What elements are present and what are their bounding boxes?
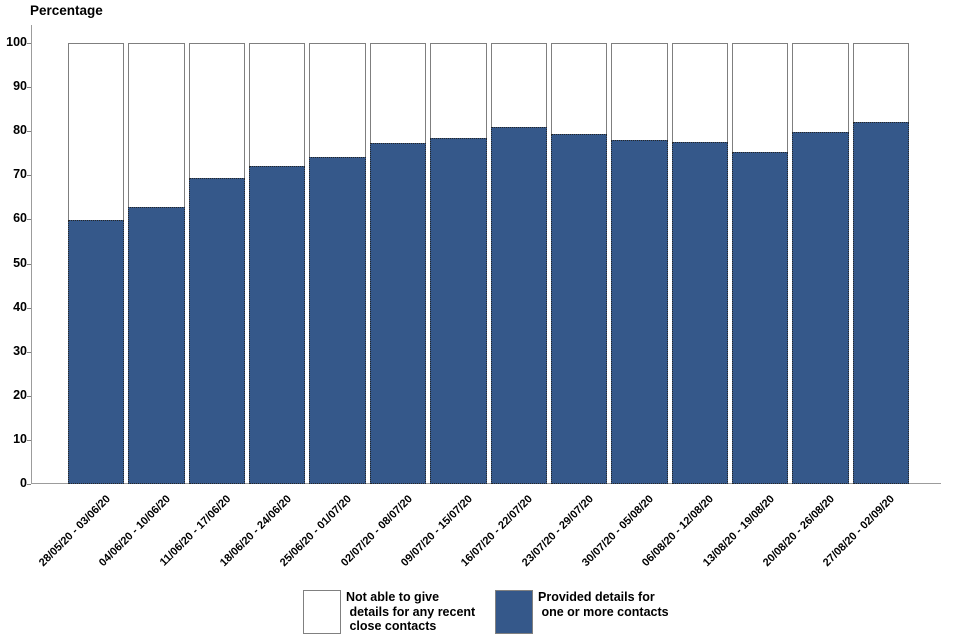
- x-label-cell: 06/08/20 - 12/08/20: [640, 487, 728, 579]
- bar-segment-not-able: [188, 43, 246, 178]
- x-label-cell: 09/07/20 - 15/07/20: [399, 487, 486, 579]
- x-label-cell: 02/07/20 - 08/07/20: [339, 487, 426, 579]
- x-label-cell: 11/06/20 - 17/06/20: [158, 487, 245, 579]
- bar-segment-provided: [490, 126, 547, 484]
- bar-segment-provided: [430, 137, 487, 484]
- y-tick-mark: [27, 87, 31, 89]
- bar-segment-provided: [731, 151, 789, 484]
- bar-segment-not-able: [490, 43, 547, 127]
- y-axis-title: Percentage: [30, 3, 103, 18]
- y-tick-mark: [27, 484, 31, 485]
- x-label-cell: 23/07/20 - 29/07/20: [520, 487, 607, 579]
- bar-segment-provided: [852, 122, 910, 484]
- bar-segment-not-able: [611, 43, 668, 141]
- x-label-cell: 25/06/20 - 01/07/20: [278, 487, 365, 579]
- bar: [490, 43, 547, 484]
- x-axis-labels: 28/05/20 - 03/06/20 04/06/20 - 10/06/20 11…: [37, 487, 909, 579]
- y-tick-label: 70: [13, 167, 27, 182]
- bar-segment-not-able: [852, 43, 910, 123]
- bar-segment-provided: [68, 220, 125, 484]
- legend-label: Provided details for one or more contact…: [538, 590, 669, 619]
- bar: [550, 43, 608, 484]
- y-tick-label: 20: [13, 387, 27, 402]
- bar-segment-provided: [249, 165, 306, 484]
- y-tick-label: 100: [6, 35, 27, 49]
- bar-segment-not-able: [792, 43, 849, 132]
- bar-segment-not-able: [430, 43, 487, 138]
- y-tick-label: 50: [13, 255, 27, 270]
- bar-segment-provided: [369, 142, 427, 484]
- legend: Not able to give details for any recent …: [303, 590, 669, 634]
- bar: [369, 43, 427, 484]
- bar: [671, 43, 728, 484]
- legend-entry: Provided details for one or more contact…: [495, 590, 669, 634]
- x-label-cell: 18/06/20 - 24/06/20: [218, 487, 305, 579]
- y-axis-line: [31, 25, 32, 484]
- y-tick-label: 10: [13, 431, 27, 446]
- y-tick-label: 60: [13, 211, 27, 226]
- bar: [611, 43, 668, 484]
- bar: [430, 43, 487, 484]
- x-label-cell: 28/05/20 - 03/06/20: [37, 487, 124, 579]
- bar-segment-not-able: [731, 43, 789, 152]
- legend-swatch: [495, 590, 533, 634]
- bar-segment-not-able: [68, 43, 125, 221]
- bar-segment-provided: [188, 177, 246, 484]
- y-tick-mark: [27, 175, 31, 177]
- y-tick-label: 30: [13, 343, 27, 358]
- x-label-cell: 04/06/20 - 10/06/20: [97, 487, 184, 579]
- bars-container: [68, 43, 910, 484]
- bar-segment-provided: [550, 133, 608, 484]
- y-tick-mark: [27, 307, 31, 309]
- x-label-cell: 13/08/20 - 19/08/20: [701, 487, 788, 579]
- y-tick-mark: [27, 131, 31, 133]
- x-label-cell: 27/08/20 - 02/09/20: [821, 487, 909, 579]
- y-tick-mark: [27, 263, 31, 265]
- bar-segment-not-able: [128, 43, 185, 208]
- bar: [188, 43, 246, 484]
- y-tick-mark: [27, 439, 31, 441]
- y-tick-label: 80: [13, 123, 27, 138]
- bar-segment-not-able: [309, 43, 366, 158]
- bar-segment-not-able: [671, 43, 728, 142]
- bar-segment-provided: [309, 157, 366, 484]
- bar: [792, 43, 849, 484]
- bar-segment-provided: [128, 207, 185, 484]
- x-label-cell: 16/07/20 - 22/07/20: [459, 487, 547, 579]
- bar: [309, 43, 366, 484]
- y-tick-label: 40: [13, 299, 27, 314]
- bar: [68, 43, 125, 484]
- bar: [249, 43, 306, 484]
- legend-entry: Not able to give details for any recent …: [303, 590, 495, 634]
- y-tick-mark: [27, 219, 31, 221]
- y-tick-label: 90: [13, 79, 27, 94]
- bar: [852, 43, 910, 484]
- bar-segment-not-able: [550, 43, 608, 134]
- legend-label: Not able to give details for any recent …: [346, 590, 476, 633]
- y-tick-mark: [27, 351, 31, 353]
- bar-segment-provided: [792, 131, 849, 484]
- bar-segment-provided: [611, 140, 668, 484]
- bar-segment-provided: [671, 141, 728, 484]
- y-tick-mark: [27, 395, 31, 397]
- bar: [731, 43, 789, 484]
- y-tick-mark: [27, 43, 31, 44]
- bar-segment-not-able: [369, 43, 427, 143]
- bar-segment-not-able: [249, 43, 306, 166]
- y-tick-label: 0: [20, 476, 27, 490]
- x-label-cell: 20/08/20 - 26/08/20: [761, 487, 848, 579]
- bar: [128, 43, 185, 484]
- legend-swatch: [303, 590, 341, 634]
- x-label-cell: 30/07/20 - 05/08/20: [580, 487, 667, 579]
